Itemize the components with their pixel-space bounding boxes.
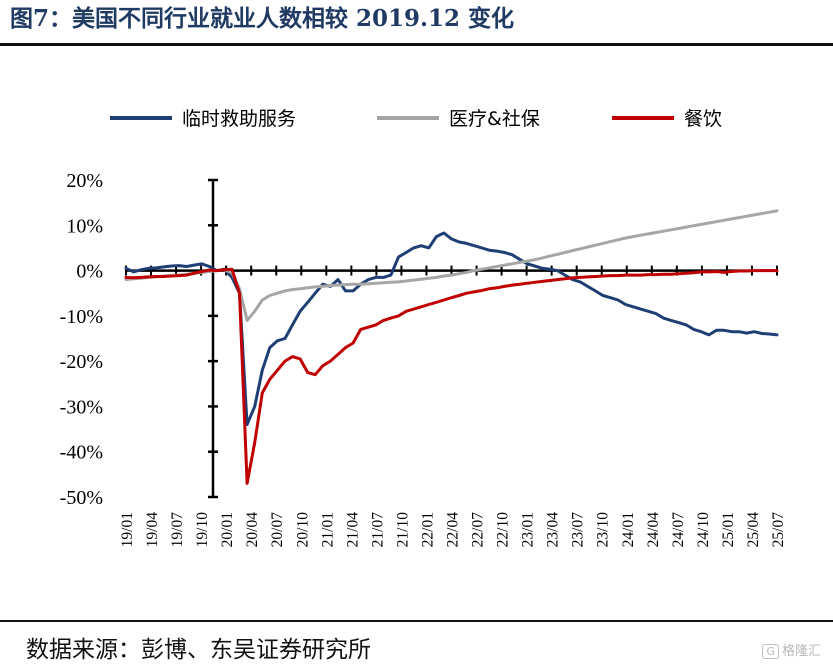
y-tick-label: -40% — [60, 442, 103, 464]
data-source-note: 数据来源：彭博、东吴证券研究所 — [26, 637, 371, 663]
x-tick-label: 20/01 — [219, 512, 236, 547]
x-tick-label: 22/01 — [419, 512, 436, 547]
x-tick-label: 23/04 — [545, 512, 562, 548]
x-tick-label: 24/07 — [670, 512, 687, 548]
watermark-logo-icon: G — [762, 644, 779, 659]
x-tick-label: 23/07 — [570, 512, 587, 548]
y-tick-label: 20% — [66, 170, 103, 192]
x-tick-label: 23/01 — [520, 512, 537, 547]
x-tick-label: 25/07 — [770, 512, 787, 548]
x-tick-label: 20/04 — [244, 512, 261, 548]
legend-label-2: 医疗&社保 — [449, 108, 540, 130]
y-tick-label: 10% — [66, 215, 103, 237]
legend-label-3: 餐饮 — [684, 108, 722, 130]
bottom-rule — [0, 620, 833, 622]
x-tick-label: 19/07 — [169, 512, 186, 548]
series-line-1 — [124, 231, 779, 426]
x-tick-label: 20/10 — [294, 512, 311, 548]
legend-label-1: 临时救助服务 — [182, 108, 296, 130]
watermark: G 格隆汇 — [762, 640, 821, 659]
y-tick-label: -10% — [60, 306, 103, 328]
x-tick-label: 24/10 — [695, 512, 712, 548]
y-tick-label: -20% — [60, 351, 103, 373]
x-tick-label: 19/04 — [144, 512, 161, 548]
x-tick-label: 21/01 — [319, 512, 336, 547]
x-tick-label: 20/07 — [269, 512, 286, 548]
x-tick-label: 21/10 — [394, 512, 411, 548]
x-tick-label: 21/07 — [369, 512, 386, 548]
x-tick-label: 25/04 — [745, 512, 762, 548]
y-tick-label: 0% — [76, 261, 103, 283]
watermark-text: 格隆汇 — [781, 644, 821, 659]
y-tick-label: -50% — [60, 487, 103, 509]
x-tick-label: 22/07 — [470, 512, 487, 548]
x-tick-label: 23/10 — [595, 512, 612, 548]
x-tick-label: 21/04 — [344, 512, 361, 548]
y-tick-label: -30% — [60, 396, 103, 418]
figure-title: 图7：美国不同行业就业人数相较 2019.12 变化 — [10, 5, 515, 32]
series-line-3 — [124, 267, 779, 485]
x-tick-label: 19/10 — [194, 512, 211, 548]
x-tick-label: 22/10 — [495, 512, 512, 548]
top-rule — [0, 43, 833, 46]
x-tick-label: 24/04 — [645, 512, 662, 548]
x-tick-label: 24/01 — [620, 512, 637, 547]
x-tick-label: 25/01 — [720, 512, 737, 547]
x-tick-label: 22/04 — [445, 512, 462, 548]
line-chart: 20% 10% 0% -10% -20% -30% -40% -50% 19/01 19/04 19… — [60, 108, 787, 548]
x-tick-label: 19/01 — [119, 512, 136, 547]
